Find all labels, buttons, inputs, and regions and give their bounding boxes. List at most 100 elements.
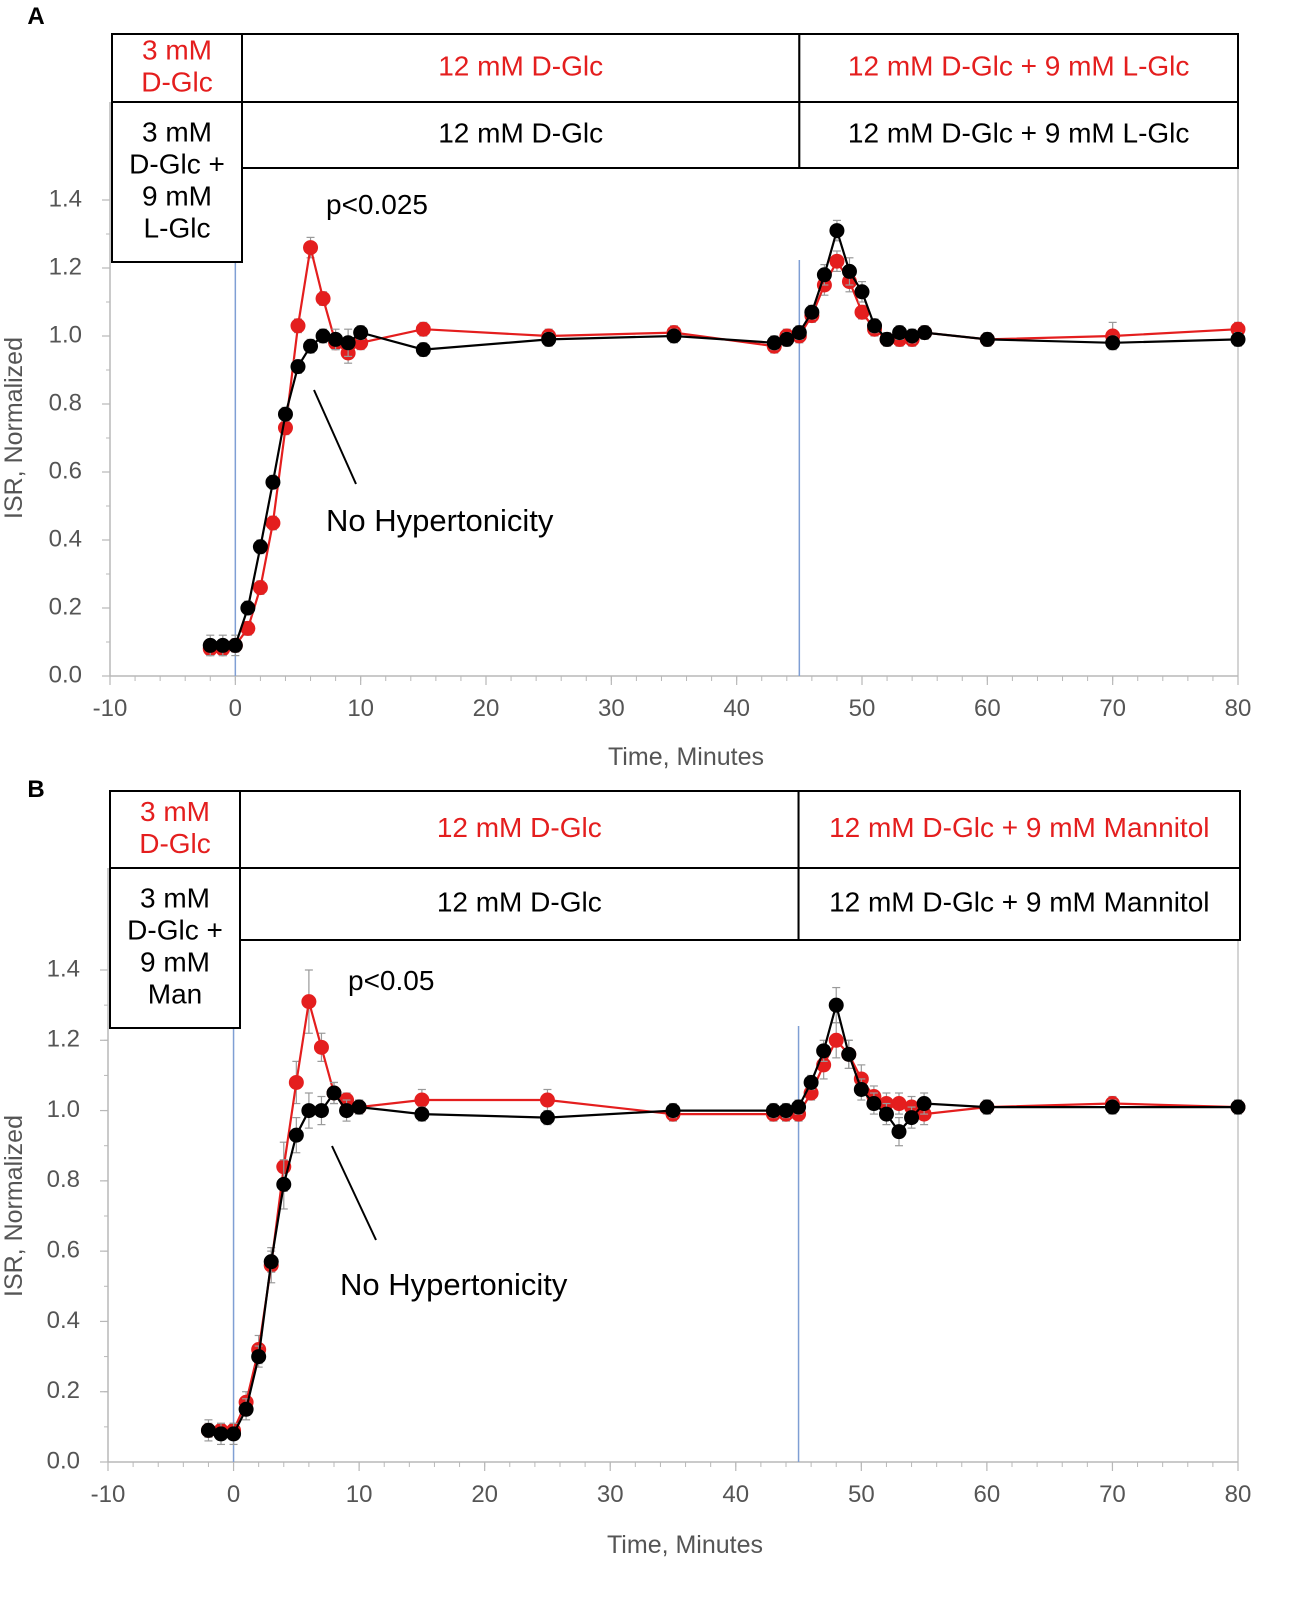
x-tick-label: 80 bbox=[1225, 1481, 1252, 1508]
x-tick-label: 60 bbox=[974, 1481, 1001, 1508]
panel-a: A 0.0 0.2 0.4 0.6 0.8 1.0 1.2 1.4 -10 0 10 20 30 40 50 6… bbox=[0, 3, 1251, 771]
data-point-red bbox=[288, 1074, 304, 1090]
data-point-red bbox=[303, 240, 319, 256]
y-tick-label: 0.2 bbox=[49, 593, 82, 620]
y-tick-label: 1.0 bbox=[49, 321, 82, 348]
data-point-red bbox=[539, 1092, 555, 1108]
y-tick-label: 0.4 bbox=[49, 525, 82, 552]
axes: 0.0 0.2 0.4 0.6 0.8 1.0 1.2 1.4 -10 0 10 20 30 40 50 60… bbox=[47, 868, 1252, 1508]
condition-label-red-baseline-line: D-Glc bbox=[139, 828, 211, 859]
data-point-black bbox=[666, 328, 682, 344]
x-tick-label: 40 bbox=[723, 695, 750, 722]
x-tick-label: 40 bbox=[722, 1481, 749, 1508]
x-tick-label: 20 bbox=[473, 695, 500, 722]
data-point-black bbox=[878, 1106, 894, 1122]
data-point-black bbox=[263, 1254, 279, 1270]
data-point-black bbox=[202, 637, 218, 653]
condition-box-black-stim bbox=[239, 867, 800, 941]
condition-label-black-baseline-line: D-Glc + bbox=[127, 914, 223, 945]
data-point-black bbox=[904, 328, 920, 344]
data-point-black bbox=[339, 1103, 355, 1119]
data-point-black bbox=[803, 1074, 819, 1090]
data-point-black bbox=[288, 1127, 304, 1143]
y-tick-label: 1.0 bbox=[47, 1096, 80, 1123]
x-tick-label: -10 bbox=[93, 695, 128, 722]
p-value-annotation: p<0.05 bbox=[348, 965, 434, 996]
data-point-black bbox=[276, 1176, 292, 1192]
series-black bbox=[202, 219, 1246, 657]
data-point-red bbox=[252, 580, 268, 596]
data-point-red bbox=[854, 304, 870, 320]
data-point-black bbox=[828, 997, 844, 1013]
data-point-black bbox=[240, 600, 256, 616]
y-tick-label: 0.0 bbox=[47, 1447, 80, 1474]
data-point-black bbox=[340, 335, 356, 351]
data-point-red bbox=[829, 253, 845, 269]
no-hypertonicity-annotation: No Hypertonicity bbox=[326, 503, 554, 538]
y-tick-label: 0.6 bbox=[49, 457, 82, 484]
y-tick-label: 1.2 bbox=[49, 253, 82, 280]
condition-label-black-hyper: 12 mM D-Glc + 9 mM L-Glc bbox=[848, 117, 1189, 148]
condition-label-black-baseline-line: L-Glc bbox=[144, 212, 211, 243]
x-tick-label: 10 bbox=[347, 695, 374, 722]
data-point-black bbox=[351, 1099, 367, 1115]
condition-label-black-baseline: 3 mMD-Glc +9 mML-Glc bbox=[129, 116, 225, 243]
data-point-black bbox=[328, 331, 344, 347]
condition-label-red-hyper: 12 mM D-Glc + 9 mM L-Glc bbox=[848, 50, 1189, 81]
condition-label-red-baseline-line: D-Glc bbox=[141, 66, 213, 97]
data-point-black bbox=[265, 474, 281, 490]
condition-label-black-baseline-line: 9 mM bbox=[140, 946, 210, 977]
data-point-red bbox=[313, 1039, 329, 1055]
y-tick-label: 1.2 bbox=[47, 1026, 80, 1053]
y-tick-label: 0.2 bbox=[47, 1377, 80, 1404]
data-point-black bbox=[917, 325, 933, 341]
data-point-black bbox=[414, 1106, 430, 1122]
condition-box-red-hyper bbox=[798, 33, 1239, 103]
data-point-black bbox=[290, 359, 306, 375]
data-point-black bbox=[1105, 335, 1121, 351]
condition-box-black-baseline bbox=[111, 101, 243, 263]
data-point-red bbox=[265, 515, 281, 531]
x-tick-label: 30 bbox=[597, 1481, 624, 1508]
data-point-red bbox=[301, 994, 317, 1010]
data-point-black bbox=[353, 325, 369, 341]
data-point-black bbox=[1104, 1099, 1120, 1115]
x-tick-label: 50 bbox=[849, 695, 876, 722]
y-tick-label: 0.0 bbox=[49, 661, 82, 688]
data-point-black bbox=[979, 1099, 995, 1115]
axes: 0.0 0.2 0.4 0.6 0.8 1.0 1.2 1.4 -10 0 10 20 30 40 50 60… bbox=[49, 102, 1251, 722]
x-tick-label: 0 bbox=[227, 1481, 240, 1508]
data-point-black bbox=[226, 1426, 242, 1442]
data-point-black bbox=[892, 325, 908, 341]
data-point-red bbox=[414, 1092, 430, 1108]
x-tick-label: 60 bbox=[974, 695, 1001, 722]
data-point-black bbox=[313, 1103, 329, 1119]
data-point-black bbox=[238, 1401, 254, 1417]
data-point-black bbox=[665, 1103, 681, 1119]
data-point-black bbox=[215, 637, 231, 653]
condition-label-red-stim: 12 mM D-Glc bbox=[437, 812, 602, 843]
condition-box-black-baseline bbox=[109, 867, 241, 1029]
condition-box-red-stim bbox=[239, 790, 800, 869]
data-point-black bbox=[415, 342, 431, 358]
x-tick-label: 10 bbox=[346, 1481, 373, 1508]
y-axis-title: ISR, Normalized bbox=[0, 1115, 28, 1297]
data-point-black bbox=[301, 1103, 317, 1119]
data-point-black bbox=[1230, 1099, 1246, 1115]
x-tick-label: 70 bbox=[1099, 695, 1126, 722]
data-point-black bbox=[315, 328, 331, 344]
data-point-black bbox=[791, 325, 807, 341]
data-point-red bbox=[277, 420, 293, 436]
data-point-black bbox=[891, 1124, 907, 1140]
condition-label-black-baseline-line: Man bbox=[148, 978, 202, 1009]
x-axis-title: Time, Minutes bbox=[607, 1531, 763, 1559]
condition-label-black-baseline-line: D-Glc + bbox=[129, 148, 225, 179]
data-point-black bbox=[879, 331, 895, 347]
condition-label-black-stim: 12 mM D-Glc bbox=[437, 886, 602, 917]
data-point-black bbox=[326, 1085, 342, 1101]
data-point-black bbox=[227, 637, 243, 653]
x-axis-title: Time, Minutes bbox=[608, 743, 764, 771]
data-point-black bbox=[816, 267, 832, 283]
